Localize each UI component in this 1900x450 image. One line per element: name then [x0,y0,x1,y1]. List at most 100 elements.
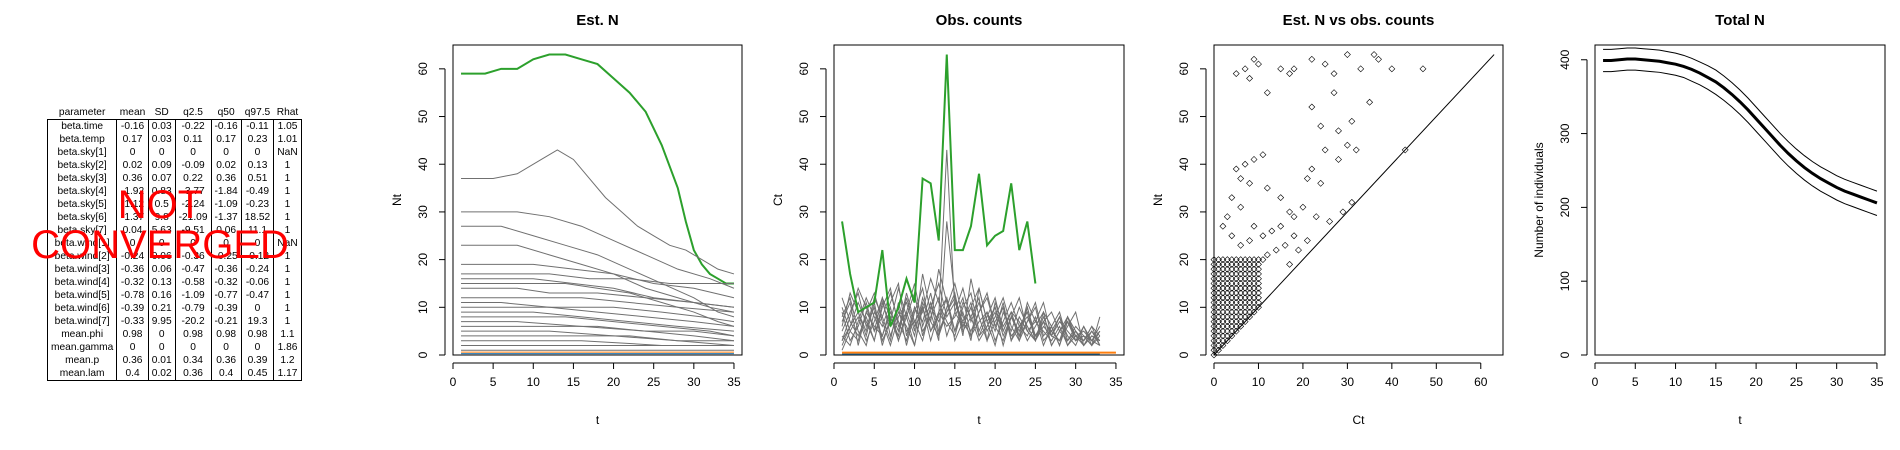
data-point [1237,299,1245,306]
data-point [1241,308,1249,316]
data-point [1215,303,1222,311]
data-point [1246,313,1253,321]
data-point [1232,70,1240,78]
data-point [1232,280,1240,287]
column-header: q97.5 [244,107,271,118]
chart-panel-1: Est. N 0 5 10 15 20 25 30 35 t 0 10 20 30 40 50 60 Nt [390,12,743,427]
data-point [1228,275,1236,283]
table-row: beta.sky[1] 0 0 0 0 0 NaN [46,146,302,159]
plot-frame [833,44,1125,356]
data-point [1250,256,1258,264]
data-point [1210,351,1218,359]
data-point [1246,74,1253,82]
y-axis: 0 10 20 30 40 50 60 [416,62,446,358]
data-point [1308,55,1316,63]
data-point [1250,270,1258,278]
table-cell: 1 [273,198,302,211]
table-cell: -1.09 [210,198,242,211]
data-point [1232,313,1240,321]
data-point [1290,65,1298,73]
series-line [841,281,1101,351]
data-point [1419,65,1427,73]
x-tick-label: 35 [1109,375,1123,389]
data-point [1286,70,1294,78]
data-point [1219,275,1227,283]
data-point [1241,303,1249,311]
data-point [1250,260,1258,268]
data-point [1210,299,1218,306]
reference-line [1213,54,1495,356]
data-point [1223,303,1231,311]
table-cell: beta.sky[6] [46,211,117,224]
series-line [461,149,735,275]
y-tick-label: 60 [416,62,430,76]
data-point [1237,280,1245,287]
data-point [1215,313,1222,321]
data-point [1259,232,1267,240]
x-tick-label: 10 [527,375,541,389]
data-point [1308,165,1316,173]
series-line [461,325,735,342]
table-cell: 0.16 [147,289,176,302]
y-tick-label: 10 [797,300,811,314]
x-tick-label: 60 [1474,375,1488,389]
data-point [1250,265,1258,273]
table-row: beta.wind[2] -0.24 0.06 -0.36 -0.25 -0.12 1 [46,250,302,263]
data-point [1232,303,1240,311]
data-point [1215,256,1222,264]
table-row: beta.sky[4] -1.92 0.83 -3.77 -1.84 -0.49 1 [46,185,302,198]
highlight-series [461,53,734,285]
data-point [1215,275,1222,283]
data-point [1250,275,1258,283]
data-point [1223,294,1231,302]
data-point [1223,308,1231,316]
data-point [1277,65,1285,73]
data-point [1232,294,1240,302]
data-point [1250,294,1258,302]
data-point [1246,260,1253,268]
data-point [1241,289,1249,297]
data-point [1219,337,1227,345]
y-tick-label: 100 [1558,271,1572,291]
table-cell: beta.sky[3] [46,172,117,185]
table-cell: -21.09 [174,211,211,224]
x-tick-label: 0 [450,375,457,389]
data-point [1223,289,1231,297]
table-cell: -1.37 [116,211,149,224]
y-axis: 0 10 20 30 40 50 60 [797,62,827,358]
table-row: beta.wind[6] -0.39 0.21 -0.79 -0.39 0 1 [46,302,302,315]
table-cell: 0.83 [147,185,176,198]
x-axis-label: t [596,413,600,427]
column-header: Rhat [276,107,299,118]
data-point [1215,294,1222,302]
data-point [1237,265,1245,273]
table-cell: 11.1 [240,224,274,237]
data-point [1228,332,1236,340]
table-cell: beta.wind[3] [46,263,117,276]
data-point [1219,289,1227,297]
column-header: q2.5 [183,107,203,118]
data-point [1219,299,1227,306]
x-tick-label: 30 [1341,375,1355,389]
table-row: beta.time -0.16 0.03 -0.22 -0.16 -0.11 1.05 [46,119,302,133]
table-cell: 0.17 [210,133,242,146]
data-point [1210,265,1218,273]
data-point [1295,246,1302,254]
table-cell: 0.02 [147,367,176,381]
table-cell: 0.03 [147,133,176,146]
x-tick-label: 5 [1632,375,1639,389]
table-cell: -1.84 [210,185,242,198]
data-point [1228,256,1236,264]
table-cell: 0.98 [174,328,211,341]
y-tick-label: 10 [1177,300,1191,314]
table-row: beta.sky[6] -1.37 9.8 -21.09 -1.37 18.52 1 [46,211,302,224]
data-point [1215,327,1222,335]
data-point [1255,303,1262,311]
data-point [1255,294,1262,302]
data-point [1210,303,1218,311]
table-body: beta.time -0.16 0.03 -0.22 -0.16 -0.11 1.05 bet… [46,119,302,381]
data-point [1210,342,1218,349]
chart-title: Est. N vs obs. counts [1283,12,1435,29]
table-cell: 1 [273,159,302,172]
